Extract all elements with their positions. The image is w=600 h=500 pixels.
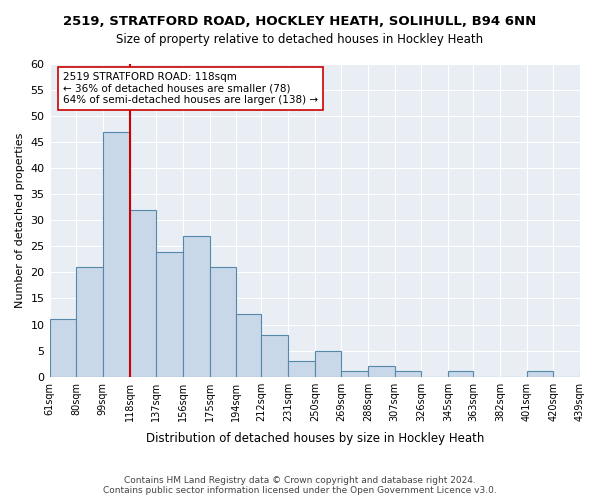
Text: 2519 STRATFORD ROAD: 118sqm
← 36% of detached houses are smaller (78)
64% of sem: 2519 STRATFORD ROAD: 118sqm ← 36% of det… [63, 72, 318, 105]
Y-axis label: Number of detached properties: Number of detached properties [15, 132, 25, 308]
Bar [130, 210, 156, 376]
X-axis label: Distribution of detached houses by size in Hockley Heath: Distribution of detached houses by size … [146, 432, 484, 445]
Bar [50, 320, 76, 376]
Text: Size of property relative to detached houses in Hockley Heath: Size of property relative to detached ho… [116, 32, 484, 46]
Bar [448, 372, 473, 376]
Bar [368, 366, 395, 376]
Bar [527, 372, 553, 376]
Text: Contains HM Land Registry data © Crown copyright and database right 2024.
Contai: Contains HM Land Registry data © Crown c… [103, 476, 497, 495]
Bar [156, 252, 183, 376]
Bar [103, 132, 130, 376]
Bar [209, 267, 236, 376]
Bar [76, 267, 103, 376]
Bar [236, 314, 262, 376]
Bar [288, 361, 315, 376]
Bar [315, 350, 341, 376]
Bar [262, 335, 288, 376]
Bar [341, 372, 368, 376]
Text: 2519, STRATFORD ROAD, HOCKLEY HEATH, SOLIHULL, B94 6NN: 2519, STRATFORD ROAD, HOCKLEY HEATH, SOL… [64, 15, 536, 28]
Bar [183, 236, 209, 376]
Bar [395, 372, 421, 376]
Bar [580, 372, 600, 376]
